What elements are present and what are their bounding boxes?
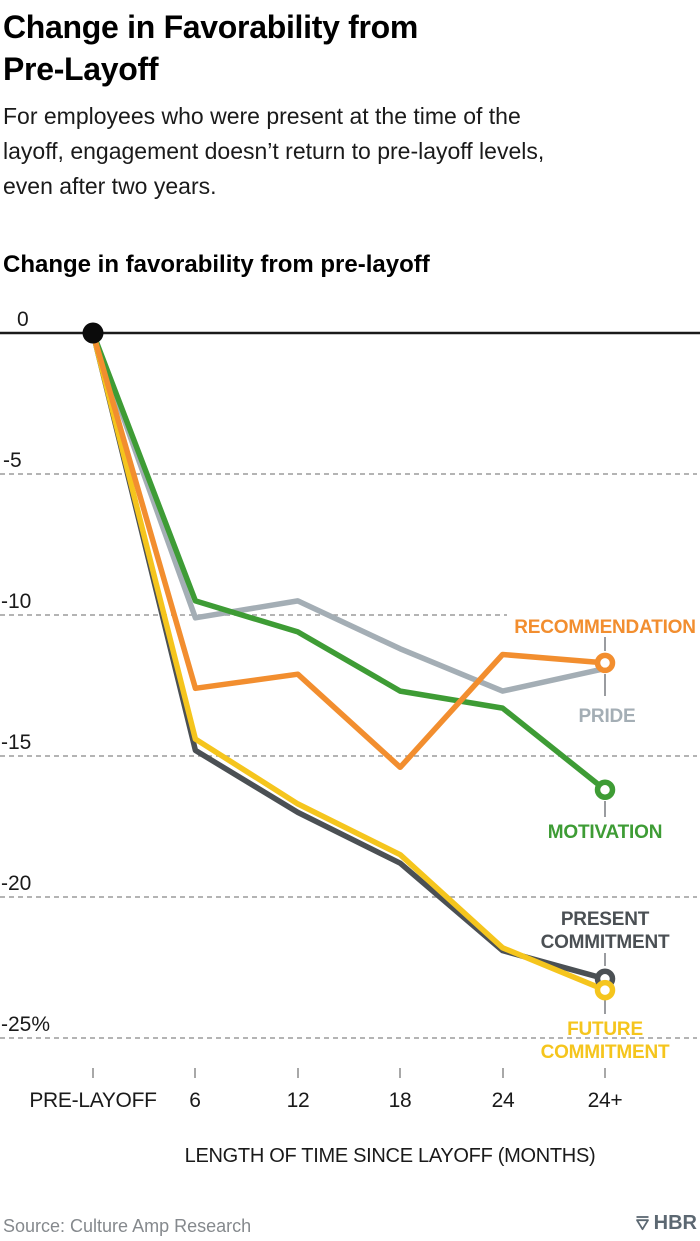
series-line-recommendation [90, 330, 608, 771]
series-label-recommendation: RECOMMENDATION [514, 617, 696, 638]
y-tick-label: 0 [17, 308, 29, 331]
y-tick-label: -5 [3, 449, 22, 472]
end-marker-future_commitment [594, 979, 616, 1001]
hbr-shield-icon [635, 1216, 649, 1231]
series-lines [90, 330, 608, 993]
pre-layoff-point-marker [82, 322, 104, 344]
series-label-future-commitment-line2: COMMITMENT [541, 1042, 670, 1063]
series-line-future_commitment [90, 330, 608, 993]
chart-subtitle: For employees who were present at the ti… [3, 99, 544, 204]
page-title-line-2: Pre-Layoff [3, 51, 159, 87]
series-labels: RECOMMENDATION PRIDE MOTIVATION PRESENT … [514, 617, 696, 1063]
subtitle-line: even after two years. [3, 173, 217, 199]
series-line-pride [90, 330, 608, 694]
x-tick-label: PRE-LAYOFF [29, 1089, 156, 1112]
series-line-motivation [90, 330, 608, 793]
subtitle-line: For employees who were present at the ti… [3, 103, 521, 129]
y-tick-label: -10 [1, 590, 31, 613]
footer: Source: Culture Amp Research HBR [0, 1212, 700, 1240]
subtitle-line: layoff, engagement doesn’t return to pre… [3, 138, 545, 164]
y-tick-label: -20 [1, 872, 31, 895]
y-axis-caption: Change in favorability from pre-layoff [3, 251, 430, 278]
x-tick-label: 24+ [588, 1089, 623, 1112]
y-tick-label: -15 [1, 731, 31, 754]
x-axis-title: LENGTH OF TIME SINCE LAYOFF (MONTHS) [185, 1145, 596, 1167]
source-credit: Source: Culture Amp Research [3, 1216, 252, 1236]
line-chart: 0 -5 -10 -15 -20 -25% RECOMMENDATION PRI… [0, 308, 700, 1167]
series-label-present-commitment-line2: COMMITMENT [541, 932, 670, 953]
y-axis-labels: 0 -5 -10 -15 -20 -25% [1, 308, 50, 1036]
page-title-line-1: Change in Favorability from [3, 9, 419, 45]
x-tick-label: 6 [189, 1089, 200, 1112]
x-tick-label: 18 [389, 1089, 412, 1112]
end-marker-motivation [594, 779, 616, 801]
gridlines [0, 473, 697, 1039]
series-end-markers [594, 652, 616, 1001]
series-label-pride: PRIDE [578, 706, 635, 727]
y-tick-label: -25% [1, 1013, 50, 1036]
page-title: Change in Favorability from Pre-Layoff [3, 6, 418, 90]
series-label-future-commitment-line1: FUTURE [567, 1019, 643, 1040]
x-tick-label: 12 [287, 1089, 310, 1112]
x-axis: PRE-LAYOFF 6 12 18 24 24+ [29, 1068, 623, 1112]
series-label-motivation: MOTIVATION [548, 822, 662, 843]
end-marker-recommendation [594, 652, 616, 674]
hbr-logo: HBR [634, 1212, 697, 1235]
hbr-wordmark: HBR [653, 1211, 697, 1234]
x-tick-label: 24 [492, 1089, 515, 1112]
series-label-present-commitment-line1: PRESENT [561, 909, 650, 930]
